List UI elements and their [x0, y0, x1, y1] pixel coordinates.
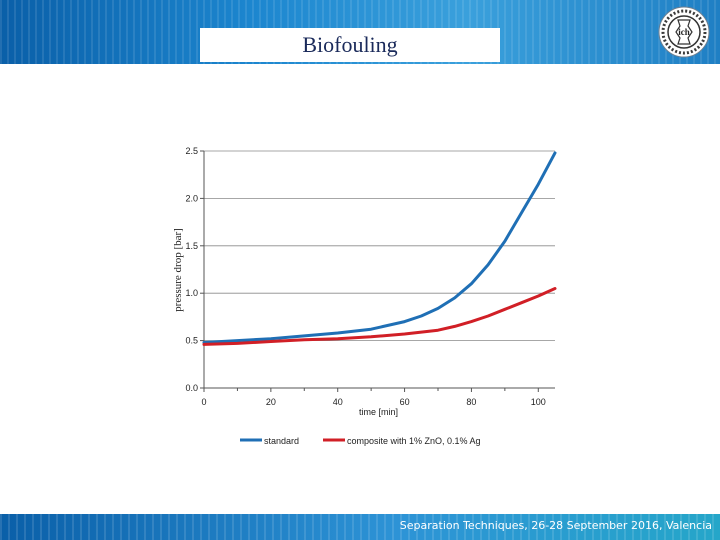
institute-logo-icon: ich: [658, 6, 710, 58]
x-tick-label: 0: [201, 397, 206, 407]
series-line-standard: [202, 151, 557, 344]
x-tick-label: 40: [333, 397, 343, 407]
footer-text: Separation Techniques, 26-28 September 2…: [399, 519, 712, 532]
slide-footer: Separation Techniques, 26-28 September 2…: [0, 514, 720, 540]
chart-legend: standard composite with 1% ZnO, 0.1% Ag: [240, 436, 481, 446]
x-axis-title: time [min]: [359, 407, 398, 417]
y-tick-label: 1.5: [185, 241, 198, 251]
y-tick-label: 1.0: [185, 288, 198, 298]
series-line-composite: [202, 287, 557, 346]
logo-text: ich: [678, 27, 690, 37]
legend-composite-label: composite with 1% ZnO, 0.1% Ag: [347, 436, 481, 446]
y-tick-label: 2.5: [185, 146, 198, 156]
x-tick-label: 20: [266, 397, 276, 407]
legend-standard-label: standard: [264, 436, 299, 446]
y-tick-label: 2.0: [185, 193, 198, 203]
chart-series: [202, 151, 557, 346]
title-band: [200, 28, 500, 62]
footer-stripes: [0, 514, 720, 540]
y-tick-label: 0.5: [185, 336, 198, 346]
x-tick-label: 60: [400, 397, 410, 407]
chart-axes: 0.0 0.5 1.0 1.5 2.0 2.5 0 20 40 60 80 100: [185, 146, 555, 407]
y-axis-title: pressure drop [bar]: [172, 228, 184, 312]
y-tick-label: 0.0: [185, 383, 198, 393]
x-tick-label: 100: [531, 397, 546, 407]
x-tick-label: 80: [466, 397, 476, 407]
slide-title: Biofouling: [302, 32, 398, 57]
chart-gridlines: [204, 150, 555, 342]
slide-header: [0, 0, 720, 64]
